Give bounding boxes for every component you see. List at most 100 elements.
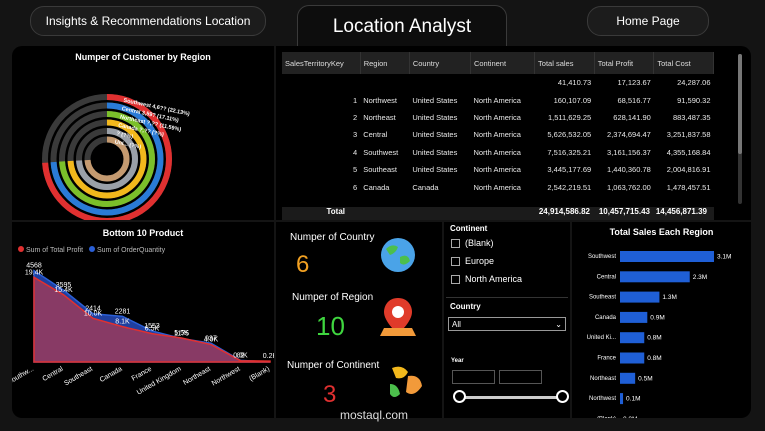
year-slider-track[interactable] [460,396,562,399]
donut-ring-label: Uni... (?%) [114,139,142,150]
total-profit: 10,457,715.43 [598,207,650,216]
bar-category-label: Northeast [590,376,616,382]
donut-ring[interactable] [50,102,164,216]
checkbox[interactable] [451,238,460,248]
region-bar[interactable] [620,332,645,344]
donut-chart: Southwest 4,6?? (22.13%)Central 3,59? (1… [42,94,190,220]
table-row: 4 Southwest United States North America 7,51… [282,144,714,161]
x-tick-label: Northeast [182,366,212,387]
qty-data-label: 937 [205,335,217,342]
country-slicer-title: Country [450,302,481,311]
table-cell: 91,590.32 [677,95,711,105]
table-cell [470,74,534,91]
table-cell: North America [473,182,521,192]
table-cell: Southeast [363,165,397,175]
col-header[interactable]: Region [360,52,410,74]
col-header[interactable]: SalesTerritoryKey [282,52,361,74]
bar-value-label: 0.9M [650,314,664,321]
table-cell: United States [412,112,458,122]
table-cell: North America [473,112,521,122]
donut-ring[interactable] [76,128,138,190]
region-bar[interactable] [620,352,645,364]
table-cell [282,74,360,91]
table-cell: North America [473,147,521,157]
col-header[interactable]: Total sales [534,52,595,74]
donut-ring[interactable] [59,111,155,207]
insights-nav-button[interactable]: Insights & Recommendations Location [30,6,266,36]
table-cell: 4 [353,147,358,157]
year-slider-end-handle[interactable] [556,390,569,403]
legend-qty-label: Sum of OrderQuantity [96,247,166,254]
continent-slicer-title: Continent [450,224,488,233]
region-bar[interactable] [620,393,624,405]
col-header[interactable]: Continent [470,52,536,74]
table-cell: North America [473,130,521,140]
table-cell: North America [473,165,521,175]
qty-data-label: 1175 [174,331,189,338]
table-cell: North America [473,95,521,105]
bar-value-label: 0.0M [623,416,637,418]
bar-category-label: France [597,356,616,362]
profit-data-label: 15.4K [54,287,73,294]
legend: Sum of Total Profit Sum of OrderQuantity [18,246,165,254]
profit-data-label: 6.5K [145,326,160,333]
bar-category-label: Northwest [589,396,616,402]
checkbox[interactable] [451,274,460,284]
table-cell: 1,063,762.00 [607,182,651,192]
donut-ring[interactable] [67,119,147,199]
country-count-label: Numper of Country [290,232,375,243]
table-cell: 2,374,694.47 [607,130,651,140]
legend-profit-dot [18,246,24,252]
continent-option[interactable]: (Blank) [451,234,522,252]
chevron-down-icon: ⌄ [555,320,562,329]
table-scrollbar[interactable] [738,54,742,204]
x-tick-label: Southeast [63,366,94,388]
table-cell: 24,287.06 [677,78,711,88]
region-bar[interactable] [620,311,648,323]
table-header-row: SalesTerritoryKey Region Country Contine… [282,52,714,74]
region-bar[interactable] [620,372,636,384]
x-tick-label: Northwest [211,366,242,388]
region-sales-title: Total Sales Each Region [609,227,714,237]
continent-slicer: (Blank) Europe North America [451,234,522,288]
profit-data-label: 0.3K [233,353,248,360]
year-start-input[interactable] [452,370,495,384]
region-bar[interactable] [620,271,690,283]
table-total-row: Total 24,914,586.82 10,457,715.43 14,456… [282,207,714,220]
bar-category-label: Canada [595,315,617,321]
home-page-button[interactable]: Home Page [587,6,709,36]
profit-area[interactable] [33,276,271,363]
x-tick-label: Southw... [12,366,35,386]
region-bar[interactable] [620,251,714,262]
checkbox[interactable] [451,256,460,266]
table-cell: 3,161,156.37 [607,147,651,157]
country-dropdown[interactable]: All ⌄ [448,317,566,331]
col-header[interactable]: Total Profit [594,52,655,74]
donut-ring[interactable] [84,136,130,182]
divider [446,297,568,298]
continent-option[interactable]: North America [451,270,522,288]
donut-ring[interactable] [42,94,172,220]
bar-value-label: 0.8M [647,335,661,342]
region-bar[interactable] [620,291,660,303]
qty-data-label: 3595 [56,282,72,289]
qty-data-label: 82 [237,352,245,359]
table-cell: 68,516.77 [617,95,651,105]
country-dropdown-value: All [452,320,461,329]
profit-data-label: 4.0K [204,337,219,344]
globe-icon [381,238,415,272]
bottom10-title: Bottom 10 Product [102,228,184,238]
table-cell: 3,251,837.58 [666,130,711,140]
insights-nav-label: Insights & Recommendations Location [45,14,251,28]
continent-option[interactable]: Europe [451,252,522,270]
col-header[interactable]: Total Cost [653,52,714,74]
table-cell: 1,440,360.78 [607,165,651,175]
table-panel [276,46,751,220]
year-slider-start-handle[interactable] [453,390,466,403]
slicer-panel [444,222,570,418]
table-row: 6 Canada Canada North America 2,542,219.51 1,… [282,178,714,195]
table-row: 1 Northwest United States North America 160,… [282,91,714,108]
sales-table: SalesTerritoryKey Region Country Contine… [282,52,714,196]
year-end-input[interactable] [499,370,542,384]
col-header[interactable]: Country [409,52,471,74]
